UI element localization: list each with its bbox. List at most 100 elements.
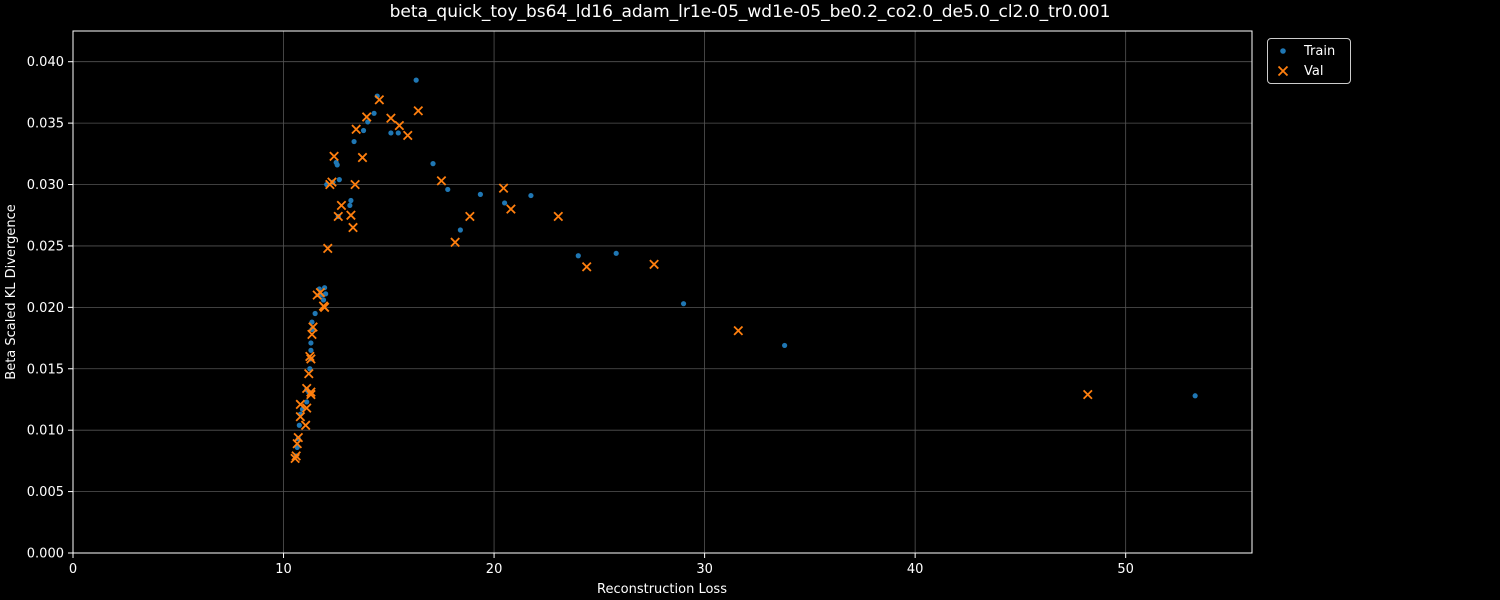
val-point [402, 130, 413, 141]
train-point [296, 422, 302, 428]
val-point [450, 237, 460, 248]
legend-item-val: Val [1276, 61, 1323, 81]
plot-area-frame [72, 30, 1253, 554]
val-point [436, 176, 447, 186]
train-point [351, 138, 357, 145]
val-point [305, 351, 315, 362]
train-point [334, 162, 340, 168]
y-tick-label: 0.005 [27, 485, 64, 500]
train-point [336, 177, 342, 183]
train-point [348, 197, 354, 204]
train-point [501, 200, 508, 206]
train-point [413, 77, 419, 83]
val-point [295, 399, 306, 410]
val-point [327, 177, 337, 187]
val-point [506, 204, 516, 214]
val-point [293, 432, 304, 443]
val-point [301, 403, 312, 413]
axis-ticks: 0 10 20 30 40 50 0.000 0.005 0.010 0.015 0.020 0.02… [27, 55, 1134, 577]
val-point [733, 325, 744, 336]
val-point [306, 387, 316, 397]
train-point [680, 301, 687, 307]
x-tick-label: 10 [275, 562, 292, 577]
y-tick-label: 0.015 [27, 362, 64, 377]
train-point [1192, 393, 1198, 399]
train-point [457, 227, 463, 233]
val-point [361, 112, 372, 122]
val-point [333, 211, 344, 222]
val-point [649, 259, 659, 270]
x-tick-label: 40 [907, 562, 924, 577]
y-tick-label: 0.025 [27, 239, 64, 254]
val-point [386, 113, 396, 124]
train-point [477, 191, 483, 197]
train-point [308, 347, 314, 353]
y-tick-label: 0.035 [27, 117, 64, 132]
dot-marker-icon [1280, 48, 1286, 54]
train-point [445, 186, 451, 193]
val-point [498, 183, 509, 194]
val-point [351, 124, 362, 135]
train-point [320, 297, 327, 303]
val-point [308, 322, 318, 332]
train-point [308, 340, 314, 346]
legend-label-train: Train [1304, 43, 1336, 59]
train-point [304, 399, 310, 405]
val-point [581, 261, 592, 272]
x-axis-label: Reconstruction Loss [597, 582, 727, 597]
val-point [306, 354, 316, 364]
val-point [1082, 389, 1093, 400]
val-point [290, 453, 300, 464]
val-point [300, 420, 311, 431]
val-point [307, 329, 317, 340]
val-point [319, 302, 330, 313]
y-tick-label: 0.040 [27, 55, 64, 70]
train-point [323, 291, 329, 297]
train-point [347, 202, 353, 209]
val-point [291, 451, 302, 461]
legend: Train Val [1267, 38, 1351, 84]
y-tick-label: 0.010 [27, 424, 64, 439]
legend-item-train: Train [1276, 41, 1335, 61]
y-tick-label: 0.030 [27, 178, 64, 193]
y-tick-label: 0.020 [27, 301, 64, 316]
grid-lines [72, 31, 1252, 554]
val-point [413, 105, 424, 116]
train-point [528, 192, 534, 199]
chart-title: beta_quick_toy_bs64_ld16_adam_lr1e-05_wd… [389, 2, 1111, 22]
x-marker-icon [1277, 65, 1289, 77]
val-point [394, 120, 405, 131]
val-point [322, 243, 333, 254]
y-axis-label: Beta Scaled KL Divergence [4, 204, 19, 379]
val-point [315, 287, 326, 298]
train-point [360, 127, 367, 134]
x-tick-label: 20 [486, 562, 503, 577]
train-point [575, 253, 581, 259]
x-tick-label: 50 [1117, 562, 1134, 577]
val-point [348, 222, 358, 233]
y-tick-label: 0.000 [27, 547, 64, 562]
val-point [350, 179, 360, 190]
val-point [357, 152, 368, 163]
x-tick-label: 30 [696, 562, 713, 577]
train-point [395, 130, 401, 136]
val-point [303, 368, 314, 379]
val-point [329, 151, 339, 162]
legend-label-val: Val [1304, 63, 1324, 79]
train-point [782, 342, 788, 349]
x-tick-label: 0 [69, 562, 77, 577]
val-point [465, 211, 475, 222]
train-point [388, 130, 394, 136]
train-point [430, 161, 436, 167]
train-point [312, 310, 318, 317]
train-point [371, 110, 377, 116]
val-point [346, 210, 356, 221]
val-point [336, 200, 347, 211]
val-point [553, 211, 564, 222]
val-point [374, 94, 385, 105]
val-point [295, 411, 306, 422]
val-point [306, 389, 316, 400]
train-point [613, 250, 619, 256]
data-points [290, 77, 1198, 464]
